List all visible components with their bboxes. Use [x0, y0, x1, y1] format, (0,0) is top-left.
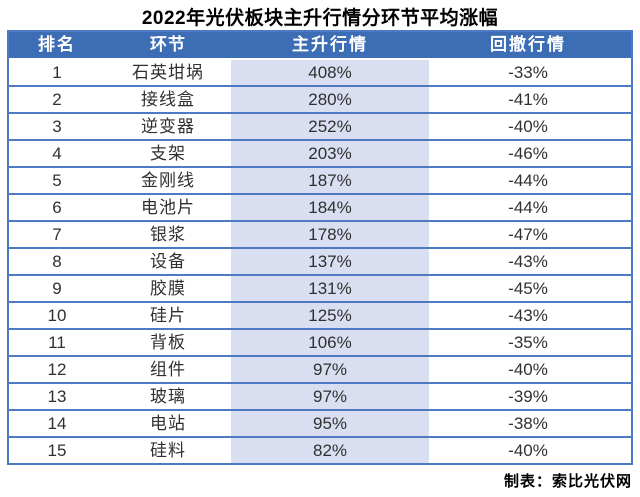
cell-main-rise: 82%	[231, 438, 429, 463]
table-credit: 制表：索比光伏网	[503, 473, 632, 490]
page-title: 2022年光伏板块主升行情分环节平均涨幅	[141, 8, 499, 29]
cell-pullback: -40%	[508, 441, 548, 460]
cell-main-rise: 97%	[231, 384, 429, 409]
cell-segment: 接线盒	[141, 90, 195, 109]
cell-main-rise: 106%	[231, 330, 429, 355]
cell-rank: 11	[48, 333, 66, 352]
cell-segment: 胶膜	[150, 279, 186, 298]
header-segment: 环节	[150, 35, 186, 54]
cell-segment: 组件	[150, 360, 186, 379]
cell-segment: 玻璃	[150, 387, 186, 406]
cell-segment: 硅片	[150, 306, 186, 325]
cell-pullback: -40%	[508, 117, 548, 136]
cell-rank: 5	[52, 171, 62, 190]
cell-rank: 7	[52, 225, 62, 244]
table-row: 7 银浆 178% -47%	[9, 220, 631, 247]
cell-main-rise: 137%	[231, 249, 429, 274]
table-row: 11 背板 106% -35%	[9, 328, 631, 355]
cell-main-rise: 252%	[231, 114, 429, 139]
cell-main-rise: 203%	[231, 141, 429, 166]
table-row: 2 接线盒 280% -41%	[9, 85, 631, 112]
header-pullback: 回撤行情	[490, 35, 566, 54]
cell-segment: 金刚线	[141, 171, 195, 190]
header-rank: 排名	[38, 35, 76, 54]
cell-rank: 3	[52, 117, 62, 136]
table-row: 13 玻璃 97% -39%	[9, 382, 631, 409]
cell-pullback: -44%	[508, 171, 548, 190]
table-row: 6 电池片 184% -44%	[9, 193, 631, 220]
cell-pullback: -35%	[508, 333, 548, 352]
cell-pullback: -47%	[508, 225, 548, 244]
cell-pullback: -46%	[508, 144, 548, 163]
cell-main-rise: 95%	[231, 411, 429, 436]
cell-rank: 8	[52, 252, 62, 271]
cell-pullback: -39%	[508, 387, 548, 406]
cell-rank: 1	[52, 63, 62, 82]
table-row: 9 胶膜 131% -45%	[9, 274, 631, 301]
table-row: 12 组件 97% -40%	[9, 355, 631, 382]
cell-rank: 14	[47, 414, 67, 433]
cell-main-rise: 178%	[231, 222, 429, 247]
pv-ranking-table: 排名 环节 主升行情 回撤行情 1 石英坩埚 408% -33% 2 接线盒 280% -41…	[7, 30, 633, 465]
table-header-row: 排名 环节 主升行情 回撤行情	[9, 32, 631, 58]
table-row: 4 支架 203% -46%	[9, 139, 631, 166]
cell-rank: 13	[47, 387, 67, 406]
cell-segment: 设备	[150, 252, 186, 271]
cell-main-rise: 125%	[231, 303, 429, 328]
cell-main-rise: 97%	[231, 357, 429, 382]
cell-main-rise: 187%	[231, 168, 429, 193]
cell-pullback: -33%	[508, 63, 548, 82]
cell-pullback: -40%	[508, 360, 548, 379]
cell-rank: 4	[52, 144, 62, 163]
cell-segment: 支架	[150, 144, 186, 163]
table-row: 3 逆变器 252% -40%	[9, 112, 631, 139]
cell-rank: 15	[47, 441, 67, 460]
cell-pullback: -41%	[508, 90, 548, 109]
table-row: 5 金刚线 187% -44%	[9, 166, 631, 193]
cell-segment: 背板	[150, 333, 186, 352]
cell-segment: 电站	[150, 414, 186, 433]
cell-rank: 12	[47, 360, 67, 379]
table-row: 8 设备 137% -43%	[9, 247, 631, 274]
cell-main-rise: 131%	[231, 276, 429, 301]
cell-segment: 硅料	[150, 441, 186, 460]
cell-rank: 2	[52, 90, 62, 109]
cell-main-rise: 408%	[231, 60, 429, 85]
cell-pullback: -43%	[508, 252, 548, 271]
cell-rank: 6	[52, 198, 62, 217]
cell-pullback: -45%	[508, 279, 548, 298]
cell-segment: 石英坩埚	[132, 63, 204, 82]
cell-pullback: -38%	[508, 414, 548, 433]
cell-segment: 银浆	[150, 225, 186, 244]
table-body: 1 石英坩埚 408% -33% 2 接线盒 280% -41% 3 逆变器 252% -40% 4 支架…	[9, 58, 631, 463]
table-row: 1 石英坩埚 408% -33%	[9, 58, 631, 85]
cell-segment: 逆变器	[141, 117, 195, 136]
cell-main-rise: 280%	[231, 87, 429, 112]
table-row: 14 电站 95% -38%	[9, 409, 631, 436]
cell-segment: 电池片	[141, 198, 195, 217]
cell-pullback: -44%	[508, 198, 548, 217]
cell-rank: 10	[47, 306, 67, 325]
table-row: 10 硅片 125% -43%	[9, 301, 631, 328]
table-row: 15 硅料 82% -40%	[9, 436, 631, 463]
cell-main-rise: 184%	[231, 195, 429, 220]
cell-rank: 9	[52, 279, 62, 298]
cell-pullback: -43%	[508, 306, 548, 325]
header-main-rise: 主升行情	[292, 35, 368, 54]
